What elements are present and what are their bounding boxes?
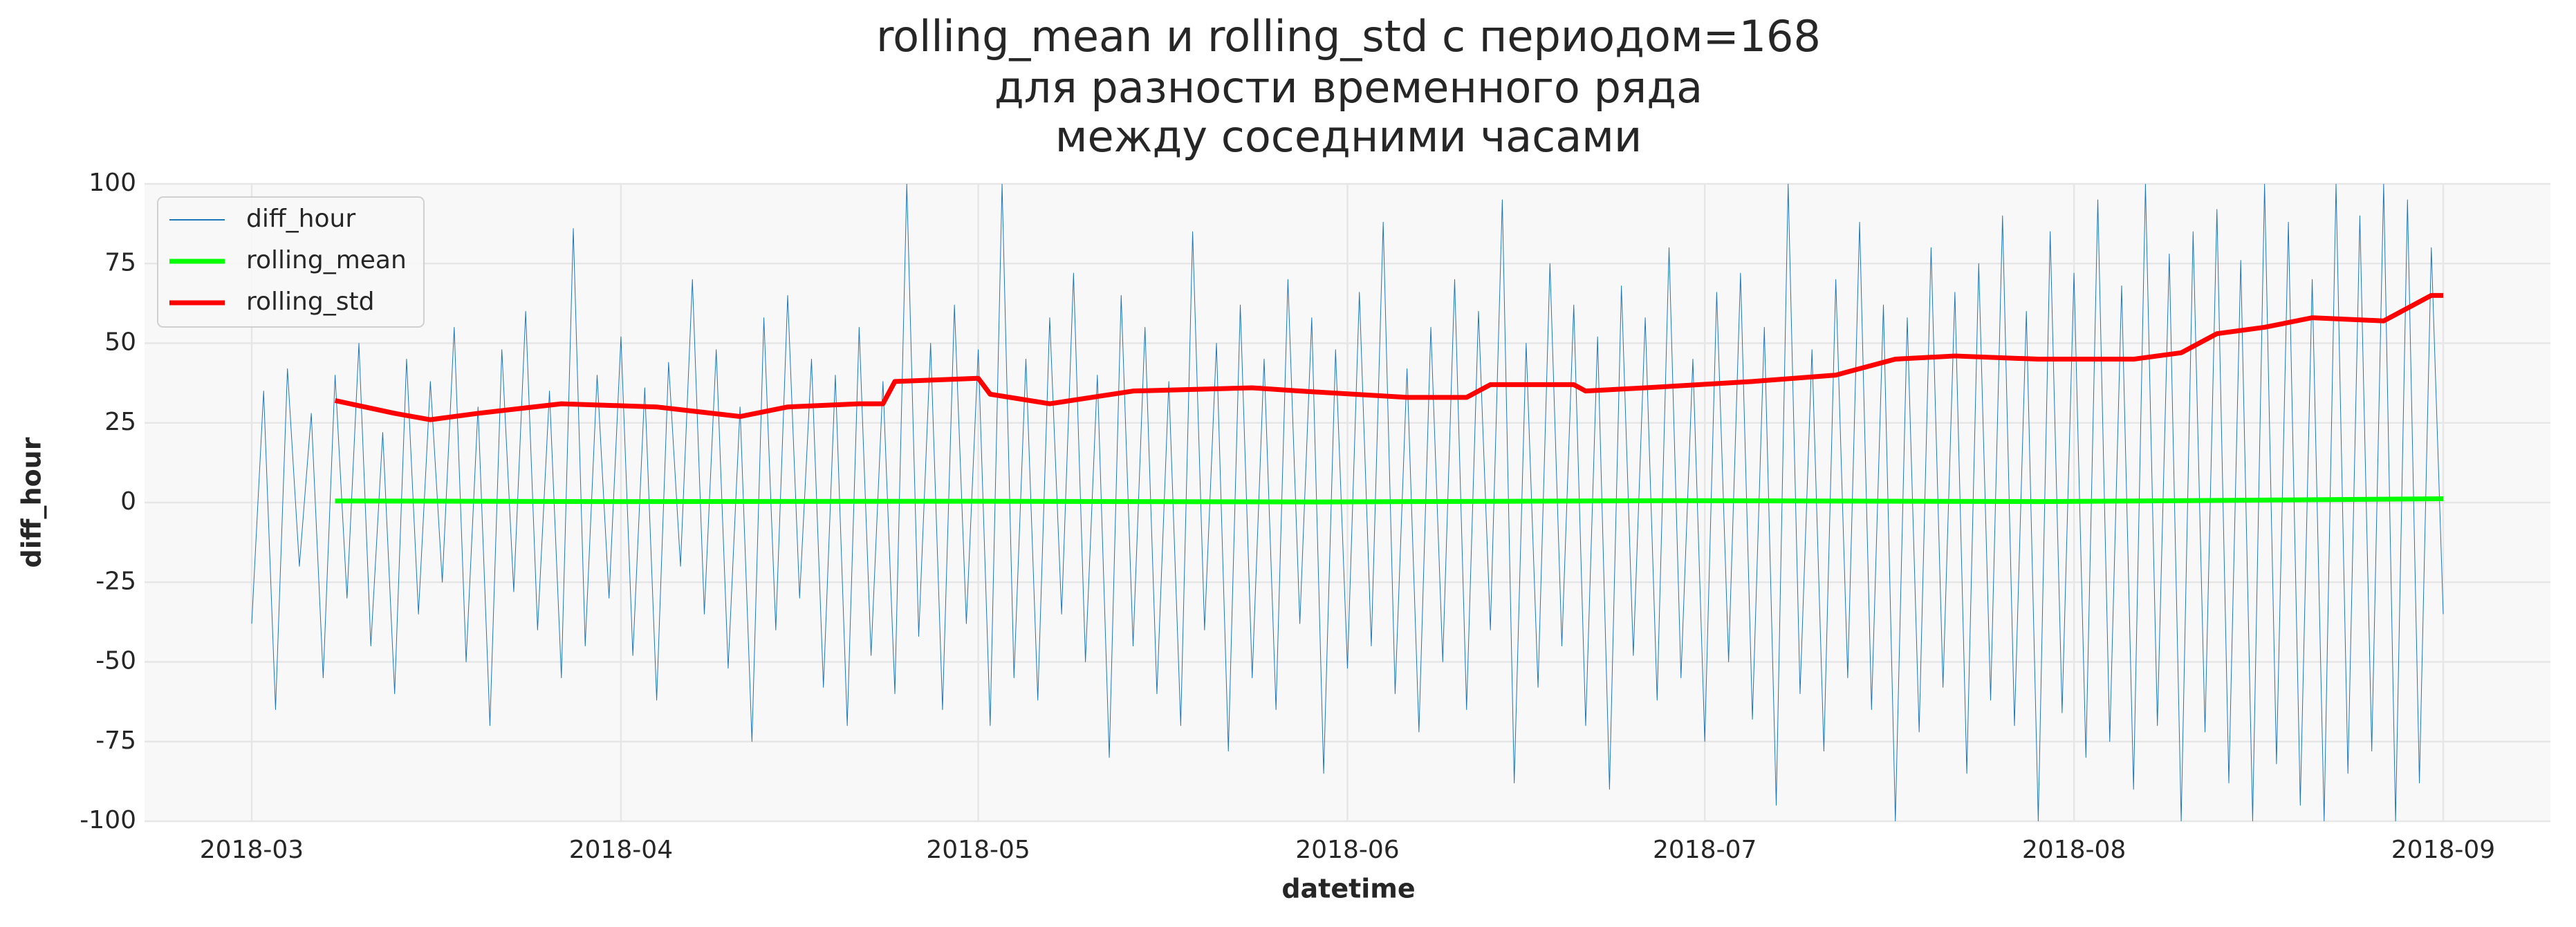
y-tick-label: 0 <box>120 487 136 516</box>
legend: diff_hour rolling_mean rolling_std <box>157 196 425 328</box>
legend-label: rolling_std <box>246 288 374 316</box>
y-tick-label: -25 <box>95 567 136 595</box>
legend-box <box>157 196 425 328</box>
y-tick-label: 50 <box>104 328 136 357</box>
x-tick-label: 2018-09 <box>2391 836 2495 864</box>
y-tick-label: -50 <box>95 647 136 675</box>
line-rolling-mean <box>335 496 2444 505</box>
y-tick-label: -75 <box>95 727 136 755</box>
legend-label: diff_hour <box>246 205 355 233</box>
x-tick-label: 2018-05 <box>926 836 1030 864</box>
y-axis-label: diff_hour <box>17 437 47 568</box>
line-rolling-std <box>334 292 2443 422</box>
x-tick-label: 2018-03 <box>200 836 304 864</box>
y-tick-label: -100 <box>80 806 136 834</box>
x-tick-label: 2018-04 <box>569 836 673 864</box>
x-tick-label: 2018-07 <box>1653 836 1757 864</box>
y-tick-label: 100 <box>89 169 136 197</box>
line-diff-hour <box>251 184 2444 821</box>
x-tick-label: 2018-06 <box>1295 836 1399 864</box>
x-tick-label: 2018-08 <box>2022 836 2126 864</box>
y-tick-label: 75 <box>104 248 136 277</box>
chart-title: между соседними часами <box>1055 111 1642 162</box>
chart-title: для разности временного ряда <box>994 62 1703 113</box>
chart-title: rolling_mean и rolling_std с периодом=16… <box>876 11 1821 62</box>
x-axis-label: datetime <box>1281 874 1415 904</box>
y-tick-label: 25 <box>104 408 136 436</box>
plot-lines <box>251 184 2444 821</box>
legend-label: rolling_mean <box>246 246 407 274</box>
